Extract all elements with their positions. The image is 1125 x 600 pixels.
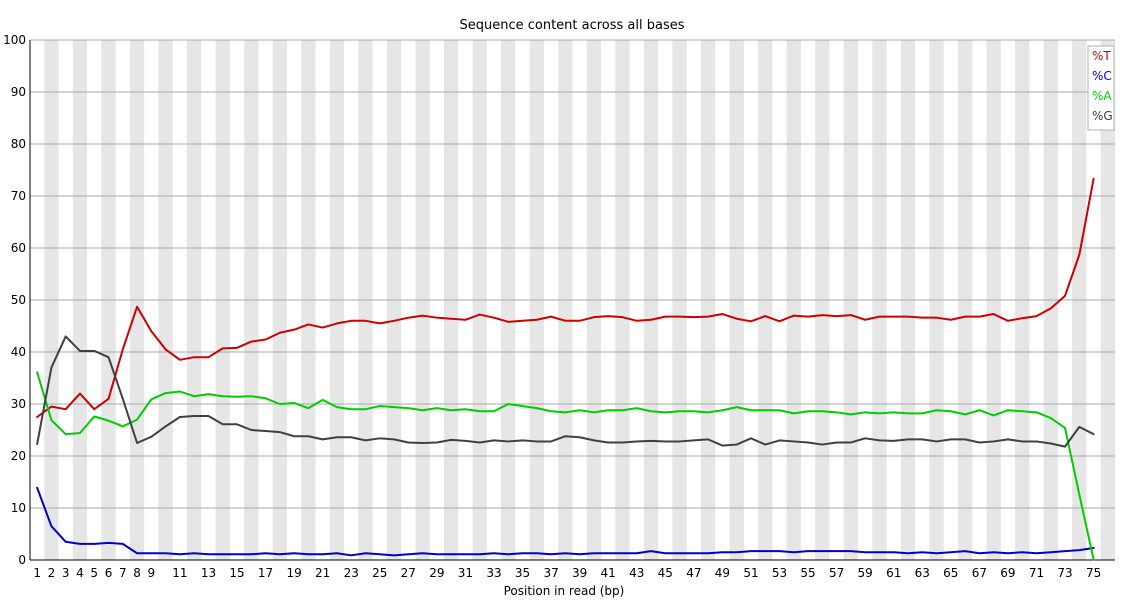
x-tick-label: 41 (601, 566, 616, 580)
y-tick-label: 50 (11, 293, 26, 307)
x-tick-label: 59 (858, 566, 873, 580)
series-line-pct-c (36, 486, 1095, 557)
x-tick-label: 15 (229, 566, 244, 580)
x-tick-label: 4 (76, 566, 84, 580)
x-tick-label: 8 (133, 566, 141, 580)
legend-entry: %G (1092, 109, 1113, 123)
x-tick-label: 51 (743, 566, 758, 580)
y-tick-label: 80 (11, 137, 26, 151)
axes (29, 40, 1115, 561)
x-tick-label: 3 (62, 566, 70, 580)
legend-entry: %T (1092, 49, 1111, 63)
y-tick-label: 100 (3, 33, 26, 47)
x-tick-label: 23 (344, 566, 359, 580)
x-tick-label: 43 (629, 566, 644, 580)
series-line-pct-a (36, 371, 1095, 561)
x-axis-label: Position in read (bp) (504, 584, 625, 598)
x-tick-label: 27 (401, 566, 416, 580)
x-tick-label: 35 (515, 566, 530, 580)
legend-entry: %A (1092, 89, 1112, 103)
y-tick-label: 10 (11, 501, 26, 515)
x-tick-label: 13 (201, 566, 216, 580)
x-tick-label: 5 (90, 566, 98, 580)
x-tick-label: 29 (429, 566, 444, 580)
x-tick-label: 9 (148, 566, 156, 580)
x-tick-label: 6 (105, 566, 113, 580)
y-tick-label: 30 (11, 397, 26, 411)
x-tick-label: 7 (119, 566, 127, 580)
x-tick-label: 67 (972, 566, 987, 580)
x-tick-label: 1 (33, 566, 41, 580)
series-line-pct-t (36, 177, 1095, 418)
series-line-pct-g (36, 335, 1095, 448)
x-tick-label: 63 (915, 566, 930, 580)
x-tick-label: 53 (772, 566, 787, 580)
x-tick-label: 49 (715, 566, 730, 580)
x-tick-label: 11 (172, 566, 187, 580)
y-tick-labels: 0 10 20 30 40 50 60 70 80 90 100 (3, 33, 26, 567)
y-tick-label: 40 (11, 345, 26, 359)
x-tick-label: 25 (372, 566, 387, 580)
y-tick-label: 70 (11, 189, 26, 203)
x-tick-label: 75 (1086, 566, 1101, 580)
x-tick-label: 33 (486, 566, 501, 580)
x-tick-label: 65 (943, 566, 958, 580)
x-tick-label: 17 (258, 566, 273, 580)
x-tick-label: 57 (829, 566, 844, 580)
x-tick-label: 47 (686, 566, 701, 580)
legend-entry: %C (1092, 69, 1112, 83)
y-tick-label: 90 (11, 85, 26, 99)
x-tick-label: 73 (1057, 566, 1072, 580)
x-tick-label: 69 (1000, 566, 1015, 580)
x-tick-label: 19 (286, 566, 301, 580)
x-tick-label: 71 (1029, 566, 1044, 580)
y-tick-label: 20 (11, 449, 26, 463)
x-tick-label: 45 (658, 566, 673, 580)
legend: %T %C %A %G (1087, 45, 1115, 131)
x-tick-label: 61 (886, 566, 901, 580)
x-tick-label: 37 (543, 566, 558, 580)
chart-title: Sequence content across all bases (459, 18, 684, 33)
x-tick-label: 31 (458, 566, 473, 580)
x-tick-label: 2 (48, 566, 56, 580)
x-tick-label: 55 (800, 566, 815, 580)
x-tick-label: 21 (315, 566, 330, 580)
y-tick-label: 0 (18, 553, 26, 567)
x-tick-labels: 1 2 3 4 5 6 7 8 9 11 13 15 17 19 21 23 25 27 29 31 33 35 37 39 4… (33, 566, 1101, 580)
x-tick-label: 39 (572, 566, 587, 580)
y-tick-label: 60 (11, 241, 26, 255)
series-lines (36, 177, 1095, 561)
legend-box (1087, 45, 1115, 131)
